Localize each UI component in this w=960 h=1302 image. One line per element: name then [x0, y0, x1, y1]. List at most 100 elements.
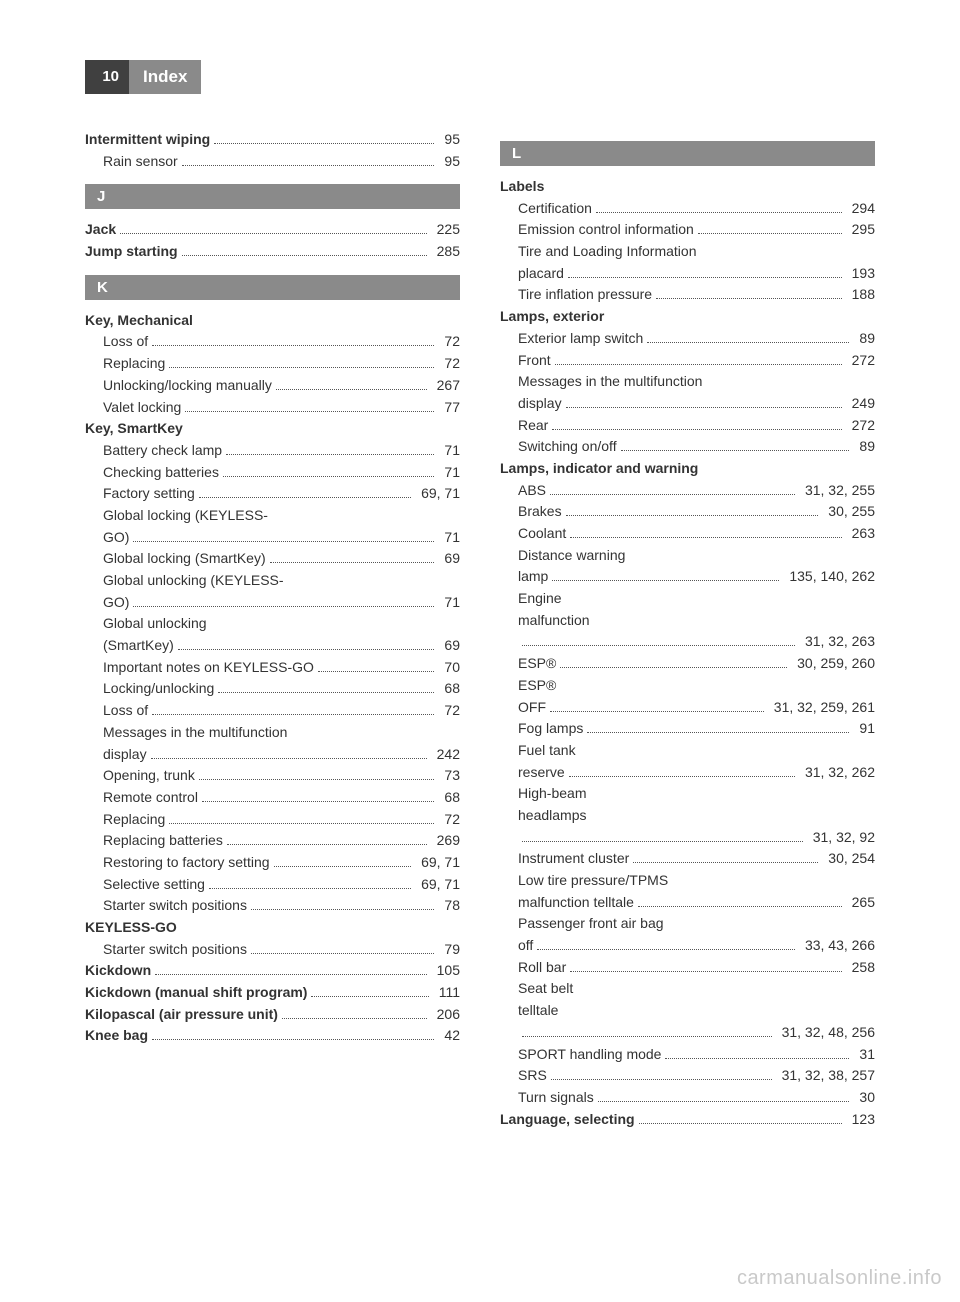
entry-label: Battery check lamp — [103, 440, 222, 462]
entry-label: Messages in the multifunction — [518, 371, 702, 393]
entry-label: Global locking (KEYLESS- — [103, 505, 268, 527]
leader-dots — [199, 497, 411, 498]
index-entry: SRS31, 32, 38, 257 — [500, 1065, 875, 1087]
index-entry: 31, 32, 263 — [500, 631, 875, 653]
index-entry: ESP® 30, 259, 260 — [500, 653, 875, 675]
index-entry: Tire inflation pressure188 — [500, 284, 875, 306]
index-entry: Jump starting285 — [85, 241, 460, 263]
entry-page: 242 — [431, 744, 460, 766]
entry-label: Replacing — [103, 809, 165, 831]
leader-dots — [555, 364, 842, 365]
index-entry: Remote control68 — [85, 787, 460, 809]
entry-page: 69, 71 — [415, 483, 460, 505]
entry-page: 31 — [853, 1044, 875, 1066]
leader-dots — [152, 1039, 434, 1040]
entry-label: Tire and Loading Information — [518, 241, 696, 263]
leader-dots — [152, 714, 434, 715]
index-entry: Starter switch positions79 — [85, 939, 460, 961]
leader-dots — [251, 953, 434, 954]
index-entry: telltale — [500, 1000, 875, 1022]
entry-label: Instrument cluster — [518, 848, 629, 870]
entry-page: 30, 259, 260 — [791, 653, 875, 675]
index-entry: Kilopascal (air pressure unit)206 — [85, 1004, 460, 1026]
index-entry: Selective setting69, 71 — [85, 874, 460, 896]
entry-page: 69, 71 — [415, 874, 460, 896]
leader-dots — [152, 345, 434, 346]
entry-label: Jack — [85, 219, 116, 241]
index-entry: Tire and Loading Information — [500, 241, 875, 263]
entry-page: 263 — [846, 523, 875, 545]
entry-page: 111 — [433, 982, 460, 1004]
entry-label: Emission control information — [518, 219, 694, 241]
index-entry: Labels — [500, 176, 875, 198]
leader-dots — [550, 711, 764, 712]
entry-label: OFF — [518, 697, 546, 719]
entry-label: ABS — [518, 480, 546, 502]
leader-dots — [566, 407, 842, 408]
leader-dots — [552, 580, 779, 581]
entry-label: placard — [518, 263, 564, 285]
index-entry: OFF 31, 32, 259, 261 — [500, 697, 875, 719]
index-entry: Restoring to factory setting 69, 71 — [85, 852, 460, 874]
leader-dots — [522, 841, 803, 842]
entry-page: 31, 32, 48, 256 — [776, 1022, 875, 1044]
leader-dots — [214, 143, 434, 144]
leader-dots — [665, 1058, 849, 1059]
entry-page: 72 — [438, 700, 460, 722]
leader-dots — [199, 779, 435, 780]
leader-dots — [570, 537, 841, 538]
index-entry: headlamps — [500, 805, 875, 827]
entry-page: 70 — [438, 657, 460, 679]
entry-page: 269 — [431, 830, 460, 852]
entry-label: ESP® — [518, 653, 556, 675]
entry-label: Coolant — [518, 523, 566, 545]
entry-label: Valet locking — [103, 397, 181, 419]
entry-page: 69, 71 — [415, 852, 460, 874]
index-entry: lamp135, 140, 262 — [500, 566, 875, 588]
index-entry: Knee bag42 — [85, 1025, 460, 1047]
index-entry: Loss of72 — [85, 331, 460, 353]
entry-page: 105 — [431, 960, 460, 982]
index-entry: Jack225 — [85, 219, 460, 241]
leader-dots — [133, 606, 434, 607]
entry-label: Language, selecting — [500, 1109, 635, 1131]
entry-page: 89 — [853, 328, 875, 350]
entry-page: 68 — [438, 787, 460, 809]
entry-page: 71 — [438, 462, 460, 484]
entry-label: Checking batteries — [103, 462, 219, 484]
index-entry: Engine — [500, 588, 875, 610]
index-title: Index — [129, 60, 201, 94]
entry-label: Distance warning — [518, 545, 625, 567]
index-entry: Battery check lamp71 — [85, 440, 460, 462]
entry-label: Restoring to factory setting — [103, 852, 270, 874]
index-entry: Brakes30, 255 — [500, 501, 875, 523]
entry-label: telltale — [518, 1000, 558, 1022]
entry-page: 249 — [846, 393, 875, 415]
index-columns: Intermittent wiping95Rain sensor95JJack2… — [85, 129, 875, 1130]
left-column: Intermittent wiping95Rain sensor95JJack2… — [85, 129, 460, 1130]
index-entry: Key, SmartKey — [85, 418, 460, 440]
entry-page: 71 — [438, 527, 460, 549]
entry-label: High-beam — [518, 783, 586, 805]
leader-dots — [569, 776, 795, 777]
index-entry: GO)71 — [85, 592, 460, 614]
entry-page: 31, 32, 259, 261 — [768, 697, 875, 719]
entry-page: 31, 32, 255 — [799, 480, 875, 502]
entry-label: reserve — [518, 762, 565, 784]
index-entry: High-beam — [500, 783, 875, 805]
entry-label: Loss of — [103, 700, 148, 722]
entry-label: Global unlocking — [103, 613, 207, 635]
index-entry: placard193 — [500, 263, 875, 285]
entry-page: 68 — [438, 678, 460, 700]
entry-label: Starter switch positions — [103, 939, 247, 961]
leader-dots — [587, 732, 849, 733]
entry-page: 30 — [853, 1087, 875, 1109]
index-entry: display242 — [85, 744, 460, 766]
entry-page: 295 — [846, 219, 875, 241]
index-entry: GO)71 — [85, 527, 460, 549]
leader-dots — [570, 971, 841, 972]
entry-label: Global unlocking (KEYLESS- — [103, 570, 284, 592]
entry-page: 258 — [846, 957, 875, 979]
index-entry: Instrument cluster30, 254 — [500, 848, 875, 870]
entry-page: 265 — [846, 892, 875, 914]
